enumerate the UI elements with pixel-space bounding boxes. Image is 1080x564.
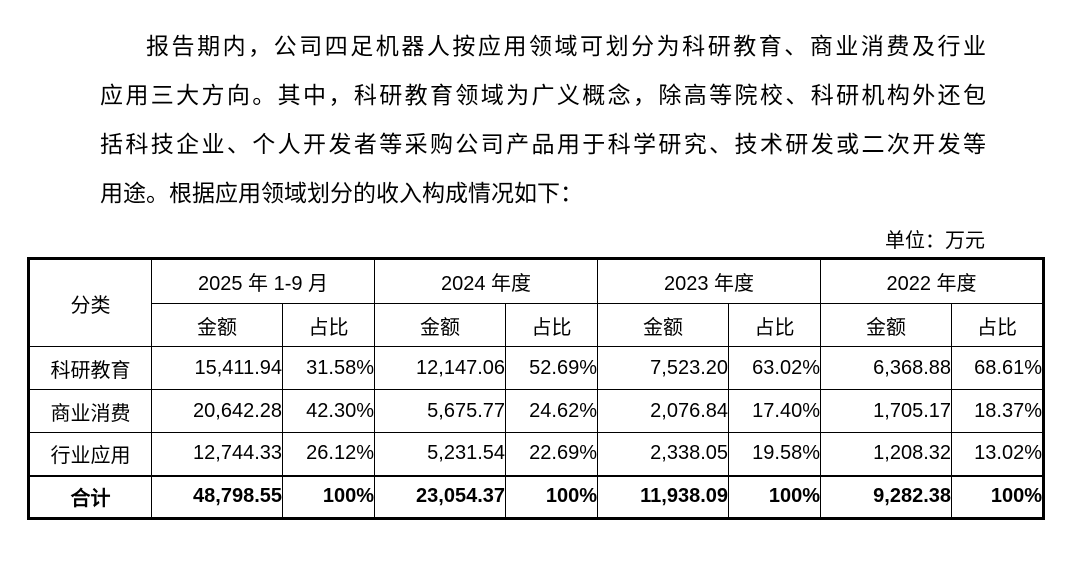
ratio-cell: 24.62% — [505, 389, 599, 433]
amount-header: 金额 — [820, 303, 953, 347]
amount-cell: 5,231.54 — [374, 432, 507, 476]
ratio-cell: 100% — [281, 474, 376, 519]
amount-cell: 12,147.06 — [374, 346, 507, 390]
amount-cell: 6,368.88 — [820, 346, 953, 390]
paragraph-line: 报告期内，公司四足机器人按应用领域可划分为科研教育、商业消费及行业 — [146, 34, 986, 59]
amount-header: 金额 — [151, 303, 283, 347]
amount-header: 金额 — [597, 303, 730, 347]
amount-cell: 48,798.55 — [151, 474, 283, 519]
amount-header: 金额 — [374, 303, 507, 347]
amount-cell: 12,744.33 — [151, 432, 283, 476]
period-header-2024: 2024 年度 — [374, 258, 599, 304]
ratio-cell: 68.61% — [951, 346, 1045, 390]
unit-label: 单位：万元 — [885, 230, 985, 252]
amount-cell: 9,282.38 — [820, 474, 953, 519]
ratio-cell: 18.37% — [951, 389, 1045, 433]
amount-cell: 1,208.32 — [820, 432, 953, 476]
amount-cell: 5,675.77 — [374, 389, 507, 433]
ratio-header: 占比 — [281, 303, 376, 347]
category-cell: 科研教育 — [28, 346, 152, 390]
ratio-cell: 13.02% — [951, 432, 1045, 476]
table-subheader-row: 金额 占比 金额 占比 金额 占比 金额 占比 — [29, 303, 1045, 347]
ratio-cell: 26.12% — [281, 432, 376, 476]
ratio-cell: 100% — [505, 474, 599, 519]
ratio-header: 占比 — [951, 303, 1045, 347]
table-row: 商业消费 20,642.28 42.30% 5,675.77 24.62% 2,… — [28, 389, 1045, 433]
ratio-cell: 42.30% — [281, 389, 376, 433]
paragraph-line: 括科技企业、个人开发者等采购公司产品用于科学研究、技术研发或二次开发等 — [100, 132, 986, 157]
category-cell: 商业消费 — [28, 389, 152, 433]
ratio-cell: 22.69% — [505, 432, 599, 476]
ratio-cell: 52.69% — [505, 346, 599, 390]
ratio-cell: 100% — [951, 474, 1045, 519]
table-row: 科研教育 15,411.94 31.58% 12,147.06 52.69% 7… — [28, 346, 1045, 390]
amount-cell: 2,338.05 — [597, 432, 730, 476]
period-header-2025: 2025 年 1-9 月 — [150, 258, 376, 304]
category-cell: 行业应用 — [28, 432, 152, 476]
body-paragraph: 报告期内，公司四足机器人按应用领域可划分为科研教育、商业消费及行业 应用三大方向… — [100, 22, 986, 218]
ratio-cell: 31.58% — [281, 346, 376, 390]
ratio-cell: 63.02% — [728, 346, 822, 390]
amount-cell: 23,054.37 — [374, 474, 507, 519]
amount-cell: 11,938.09 — [597, 474, 730, 519]
amount-cell: 2,076.84 — [597, 389, 730, 433]
amount-cell: 15,411.94 — [151, 346, 283, 390]
amount-cell: 20,642.28 — [151, 389, 283, 433]
paragraph-line: 用途。根据应用领域划分的收入构成情况如下： — [100, 181, 583, 206]
ratio-cell: 17.40% — [728, 389, 822, 433]
paragraph-line: 应用三大方向。其中，科研教育领域为广义概念，除高等院校、科研机构外还包 — [100, 83, 986, 108]
category-cell: 合计 — [28, 474, 152, 519]
table-row: 行业应用 12,744.33 26.12% 5,231.54 22.69% 2,… — [28, 432, 1045, 476]
period-header-2023: 2023 年度 — [597, 258, 822, 304]
amount-cell: 1,705.17 — [820, 389, 953, 433]
period-header-2022: 2022 年度 — [820, 258, 1045, 304]
ratio-header: 占比 — [728, 303, 822, 347]
amount-cell: 7,523.20 — [597, 346, 730, 390]
ratio-cell: 100% — [728, 474, 822, 519]
col-header-category: 分类 — [28, 258, 152, 347]
revenue-by-application-table: 分类 2025 年 1-9 月 2024 年度 2023 年度 2022 年度 … — [27, 257, 1046, 520]
table-row-total: 合计 48,798.55 100% 23,054.37 100% 11,938.… — [28, 474, 1045, 519]
table-header-row: 分类 2025 年 1-9 月 2024 年度 2023 年度 2022 年度 — [28, 258, 1045, 347]
ratio-cell: 19.58% — [728, 432, 822, 476]
ratio-header: 占比 — [505, 303, 599, 347]
